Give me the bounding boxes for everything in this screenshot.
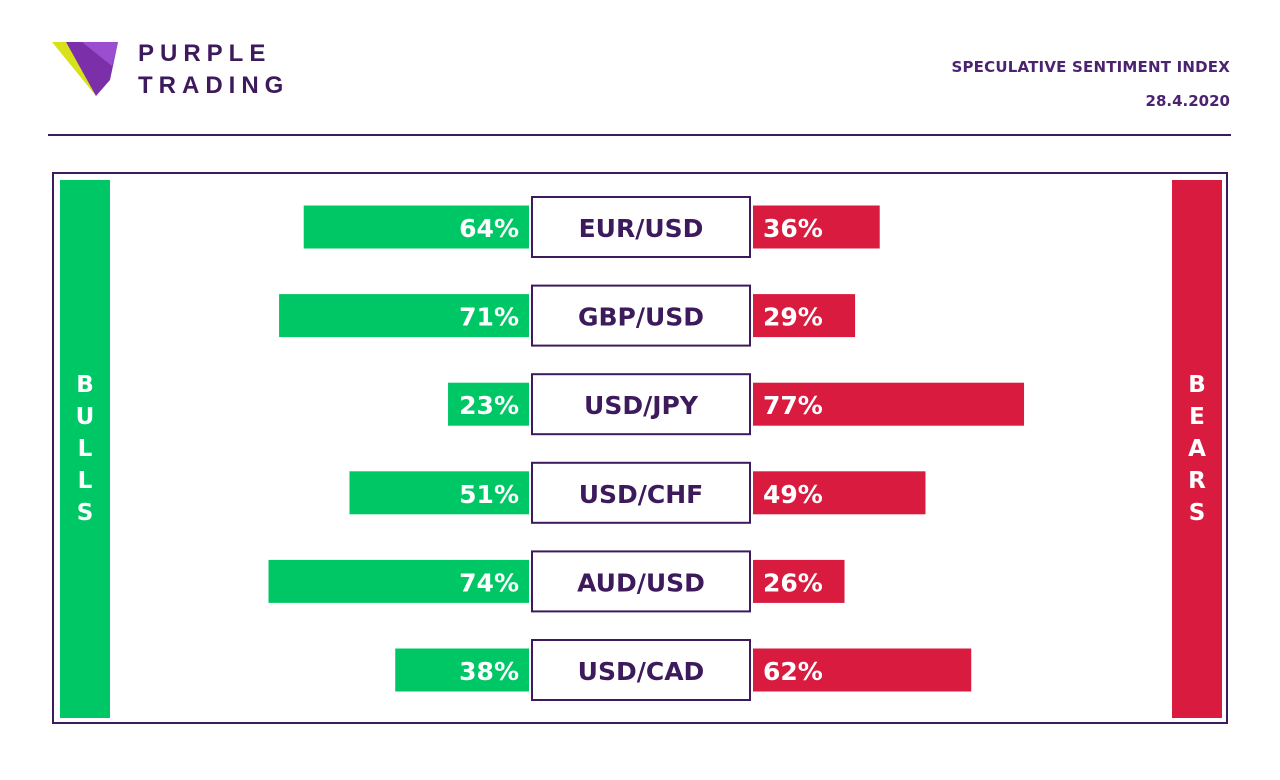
- bulls-value-label: 64%: [459, 214, 519, 243]
- bulls-value-label: 74%: [459, 568, 519, 597]
- bulls-bar-4: [268, 559, 529, 603]
- bears-bar-1: [753, 294, 856, 338]
- bulls-value-label: 71%: [459, 303, 519, 332]
- bears-letter: E: [1189, 404, 1205, 430]
- bears-letter: S: [1188, 500, 1206, 526]
- bulls-letter: U: [75, 404, 95, 430]
- bulls-bar-1: [279, 294, 529, 338]
- bears-letter: R: [1188, 468, 1206, 494]
- bears-bar-0: [753, 205, 880, 249]
- bulls-letter: B: [76, 372, 94, 398]
- currency-pair-label: EUR/USD: [579, 214, 704, 243]
- bulls-bar-2: [448, 382, 529, 426]
- bears-value-label: 77%: [763, 391, 823, 420]
- pair-box-0: [531, 196, 751, 258]
- header-divider: [48, 134, 1231, 136]
- currency-pair-label: USD/CAD: [578, 657, 705, 686]
- bears-value-label: 36%: [763, 214, 823, 243]
- bears-bar-5: [753, 648, 972, 692]
- pair-box-4: [531, 550, 751, 613]
- bulls-value-label: 38%: [459, 657, 519, 686]
- logo-mark-icon: [52, 42, 118, 96]
- bulls-bar-5: [395, 648, 529, 692]
- report-date: 28.4.2020: [1145, 92, 1230, 110]
- chart-frame: [52, 172, 1228, 724]
- bulls-bar-3: [349, 471, 529, 515]
- bears-letter: B: [1188, 372, 1206, 398]
- currency-pair-label: AUD/USD: [577, 568, 705, 597]
- pair-box-1: [531, 284, 751, 347]
- brand-name-line2: TRADING: [138, 72, 290, 99]
- brand-name-line1: PURPLE: [138, 40, 272, 67]
- bulls-bar-0: [303, 205, 529, 249]
- bulls-value-label: 51%: [459, 480, 519, 509]
- bears-bar-4: [753, 559, 845, 603]
- pair-box-2: [531, 373, 751, 436]
- bears-letter: A: [1188, 436, 1206, 462]
- bulls-letter: L: [77, 436, 93, 462]
- pair-box-3: [531, 461, 751, 524]
- bears-value-label: 62%: [763, 657, 823, 686]
- bears-value-label: 26%: [763, 568, 823, 597]
- purple-trading-logo: PURPLE TRADING: [52, 40, 332, 100]
- bears-value-label: 49%: [763, 480, 823, 509]
- bulls-value-label: 23%: [459, 391, 519, 420]
- bulls-letter: L: [77, 468, 93, 494]
- bears-bar-2: [753, 382, 1025, 426]
- bears-bar-3: [753, 471, 926, 515]
- bears-value-label: 29%: [763, 303, 823, 332]
- currency-pair-label: GBP/USD: [578, 303, 704, 332]
- currency-pair-label: USD/JPY: [584, 391, 699, 420]
- bulls-letter: S: [76, 500, 94, 526]
- pair-box-5: [531, 639, 751, 701]
- currency-pair-label: USD/CHF: [579, 480, 704, 509]
- report-title: SPECULATIVE SENTIMENT INDEX: [951, 58, 1230, 76]
